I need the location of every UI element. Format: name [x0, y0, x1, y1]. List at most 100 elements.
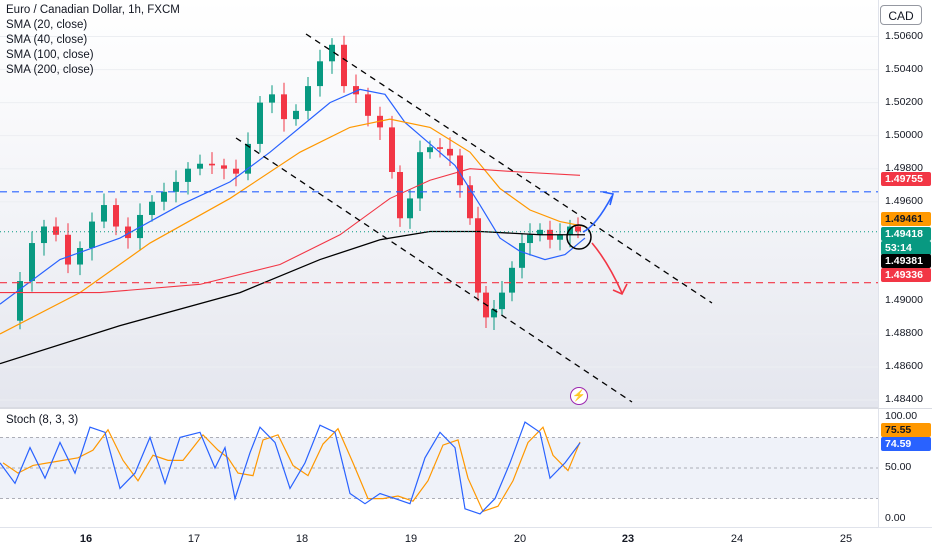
price-scale-label: 1.48400	[885, 393, 923, 405]
time-axis-label: 18	[295, 533, 309, 545]
stoch-value-tag: 75.55	[881, 423, 931, 437]
chart-title: Euro / Canadian Dollar, 1h, FXCM	[6, 4, 180, 16]
stoch-scale[interactable]: 100.00 50.00 0.00 75.55 74.59	[878, 409, 932, 527]
sma40-line	[0, 118, 586, 335]
candle-body	[567, 226, 573, 235]
candle-body	[209, 163, 215, 166]
candle-body	[389, 127, 395, 172]
price-tag: 1.49381	[881, 254, 931, 268]
stoch-title: Stoch (8, 3, 3)	[6, 414, 79, 426]
candle-body	[113, 205, 119, 227]
candle-body	[519, 243, 525, 268]
candle-body	[557, 234, 563, 240]
indicator-legend-item[interactable]: SMA (200, close)	[6, 64, 94, 76]
candle-body	[457, 155, 463, 186]
price-scale-label: 1.50400	[885, 62, 923, 75]
candle-body	[221, 165, 227, 169]
candle-body	[149, 201, 155, 215]
bearish-arrowhead	[612, 283, 628, 296]
candle-body	[317, 61, 323, 87]
candle-body	[499, 292, 505, 310]
candle-body	[269, 94, 275, 103]
time-axis-label: 16	[79, 533, 93, 545]
time-axis-label: 23	[621, 533, 635, 545]
stoch-k-line	[0, 421, 581, 515]
bullish-arrowhead	[602, 191, 614, 206]
candle-body	[305, 86, 311, 111]
price-tag: 1.49336	[881, 268, 931, 282]
candle-body	[329, 44, 335, 62]
price-scale-label: 1.49600	[885, 194, 923, 207]
candle-body	[467, 185, 473, 219]
indicator-legend-item[interactable]: SMA (40, close)	[6, 34, 88, 46]
price-tag: 1.49418	[881, 227, 931, 241]
candle-body	[257, 102, 263, 144]
candle-body	[341, 44, 347, 87]
candle-body	[245, 143, 251, 174]
candle-body	[17, 281, 23, 321]
candle-body	[417, 152, 423, 199]
candle-body	[161, 191, 167, 202]
candle-body	[437, 147, 443, 149]
price-scale[interactable]: 1.50600 1.50400 1.50200 1.50000 1.49800 1.496…	[878, 0, 932, 408]
stoch-scale-label: 100.00	[885, 410, 918, 422]
stoch-d-line	[2, 426, 581, 513]
currency-button[interactable]: CAD	[880, 5, 922, 25]
stochastic-canvas[interactable]	[0, 409, 878, 527]
candle-body	[185, 168, 191, 182]
candle-body	[527, 234, 533, 244]
candle-body	[41, 226, 47, 244]
time-axis-label: 24	[730, 533, 744, 545]
stochastic-pane[interactable]	[0, 409, 878, 527]
price-scale-label: 1.48600	[885, 359, 923, 372]
time-axis-label: 17	[187, 533, 201, 545]
candle-body	[397, 172, 403, 219]
bullish-arrow	[582, 195, 613, 233]
candle-body	[65, 234, 71, 265]
candle-body	[353, 86, 359, 95]
indicator-legend-item[interactable]: SMA (20, close)	[6, 19, 88, 31]
candle-body	[197, 163, 203, 169]
time-axis-label: 19	[404, 533, 418, 545]
price-tag: 1.49755	[881, 172, 931, 186]
main-chart-pane[interactable]	[0, 0, 878, 408]
lightning-event-icon[interactable]: ⚡	[570, 387, 588, 405]
candle-body	[233, 168, 239, 174]
sma100-line	[0, 168, 581, 294]
candle-body	[491, 309, 497, 318]
time-axis-label: 25	[839, 533, 853, 545]
candle-body	[89, 221, 95, 248]
candle-body	[447, 148, 453, 156]
channel-upper-line	[305, 33, 713, 304]
breakout-circle	[566, 224, 592, 250]
candle-body	[475, 218, 481, 293]
price-tag: 1.49461	[881, 212, 931, 226]
price-chart-canvas[interactable]	[0, 0, 878, 408]
stoch-value-tag: 74.59	[881, 437, 931, 451]
price-scale-label: 1.49800	[885, 161, 923, 174]
bearish-arrow	[591, 242, 623, 294]
price-scale-label: 1.48800	[885, 326, 923, 339]
price-scale-label: 1.50200	[885, 95, 923, 108]
candle-body	[53, 226, 59, 235]
indicator-legend-item[interactable]: SMA (100, close)	[6, 49, 94, 61]
candle-body	[293, 110, 299, 120]
time-axis[interactable]: 16 17 18 19 20 23 24 25	[0, 527, 932, 551]
candle-body	[509, 267, 515, 293]
candle-body	[281, 94, 287, 120]
candle-body	[77, 248, 83, 265]
candle-body	[29, 243, 35, 282]
candle-body	[173, 181, 179, 192]
time-axis-label: 20	[513, 533, 527, 545]
pane-divider[interactable]	[0, 407, 932, 409]
candle-body	[365, 94, 371, 116]
price-scale-label: 1.50000	[885, 128, 923, 141]
candle-body	[427, 147, 433, 153]
price-tag: 53:14	[881, 241, 931, 255]
price-scale-label: 1.49000	[885, 293, 923, 306]
candle-body	[575, 226, 581, 232]
stoch-scale-label: 50.00	[885, 461, 912, 473]
channel-lower-line	[235, 137, 633, 403]
candle-body	[407, 198, 413, 219]
sma200-line	[0, 230, 585, 365]
